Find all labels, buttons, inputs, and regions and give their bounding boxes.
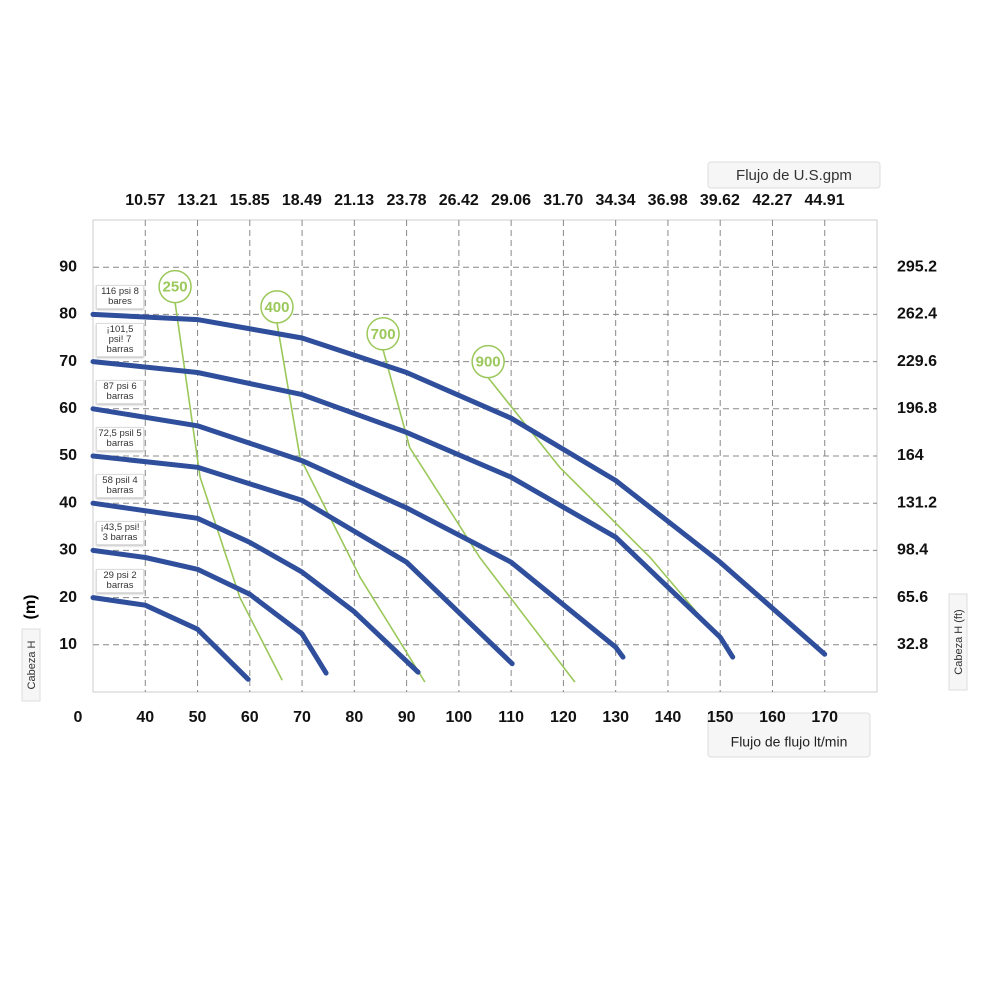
- y-tick-label: 60: [59, 400, 77, 417]
- x2-tick-label: 10.57: [125, 192, 165, 209]
- y-tick-label: 20: [59, 589, 77, 606]
- x2-tick-label: 15.85: [230, 192, 270, 209]
- x-tick-label: 150: [707, 709, 734, 726]
- y2-label-box: [948, 593, 968, 691]
- x-tick-label: 40: [136, 709, 154, 726]
- pressure-curve: [90, 359, 736, 660]
- x-label: Flujo de flujo lt/min: [731, 734, 848, 750]
- y2-tick-label: 98.4: [897, 542, 928, 559]
- x2-tick-label: 13.21: [177, 192, 217, 209]
- speed-curve: [382, 349, 576, 683]
- speed-label: 400: [264, 299, 289, 316]
- origin-label: 0: [74, 709, 83, 726]
- speed-badge: [260, 290, 294, 324]
- x2-tick-label: 44.91: [805, 192, 845, 209]
- legend-entry: 72,5 psil 5 barras: [96, 427, 144, 451]
- x2-tick-label: 31.70: [543, 192, 583, 209]
- x-tick-label: 140: [655, 709, 682, 726]
- legend-entry: ¡101,5 psi! 7 barras: [96, 322, 144, 357]
- speed-label: 250: [163, 279, 188, 296]
- legend-entry: 116 psi 8 bares: [96, 285, 144, 310]
- x-tick-label: 130: [602, 709, 629, 726]
- y2-tick-label: 295.2: [897, 258, 937, 275]
- x2-tick-label: 36.98: [648, 192, 688, 209]
- x-tick-label: 50: [189, 709, 207, 726]
- speed-badge: [366, 317, 400, 351]
- speed-label: 900: [476, 354, 501, 371]
- x2-tick-label: 29.06: [491, 192, 531, 209]
- x-tick-label: 100: [446, 709, 473, 726]
- x-tick-label: 70: [293, 709, 311, 726]
- x-label-box: [707, 712, 871, 758]
- legend-entry: 87 psi 6 barras: [96, 379, 144, 404]
- y2-tick-label: 262.4: [897, 306, 937, 323]
- y-tick-label: 80: [59, 306, 77, 323]
- speed-badge: [158, 269, 192, 304]
- x-tick-label: 160: [759, 709, 786, 726]
- y2-tick-label: 164: [897, 447, 924, 464]
- y-label-box: [21, 628, 41, 702]
- legend-entry: 58 psil 4 barras: [96, 474, 144, 499]
- x-tick-label: 60: [241, 709, 259, 726]
- x-tick-label: 80: [345, 709, 363, 726]
- y2-tick-label: 229.6: [897, 353, 937, 370]
- pressure-curve: [90, 500, 421, 675]
- x2-tick-label: 42.27: [752, 192, 792, 209]
- x2-tick-label: 21.13: [334, 192, 374, 209]
- y-tick-label: 50: [59, 447, 77, 464]
- x-tick-label: 120: [550, 709, 577, 726]
- pressure-curve: [90, 595, 251, 682]
- x2-tick-label: 26.42: [439, 192, 479, 209]
- y-tick-label: 70: [59, 353, 77, 370]
- x-tick-label: 110: [498, 709, 524, 726]
- pressure-curve: [90, 311, 828, 657]
- y-label-unit: (m): [22, 595, 39, 620]
- y2-label: Cabeza H (ft): [953, 609, 965, 674]
- x2-label: Flujo de U.S.gpm: [736, 167, 852, 184]
- x2-tick-label: 34.34: [595, 192, 635, 209]
- y2-tick-label: 196.8: [897, 400, 937, 417]
- y2-tick-label: 32.8: [897, 636, 928, 653]
- x2-tick-label: 18.49: [282, 192, 322, 209]
- speed-curve: [276, 322, 426, 683]
- x2-label-box: [707, 161, 881, 189]
- y-tick-label: 40: [59, 494, 77, 511]
- pressure-curve: [90, 453, 515, 667]
- x2-tick-label: 23.78: [387, 192, 427, 209]
- legend-entry: ¡43,5 psi! 3 barras: [96, 521, 144, 546]
- x2-tick-label: 39.62: [700, 192, 740, 209]
- y-tick-label: 90: [59, 258, 77, 275]
- pressure-curve: [90, 547, 329, 676]
- speed-curve: [174, 302, 283, 681]
- x-tick-label: 170: [811, 709, 838, 726]
- x-tick-label: 90: [398, 709, 416, 726]
- speed-label: 700: [371, 326, 396, 343]
- y2-tick-label: 131.2: [897, 494, 937, 511]
- y-label: Cabeza H: [26, 640, 38, 689]
- pressure-curve: [90, 406, 626, 660]
- y-tick-label: 10: [59, 636, 77, 653]
- y2-tick-label: 65.6: [897, 589, 928, 606]
- legend-entry: 29 psi 2 barras: [96, 568, 144, 593]
- y-tick-label: 30: [59, 542, 77, 559]
- speed-badge: [471, 344, 505, 379]
